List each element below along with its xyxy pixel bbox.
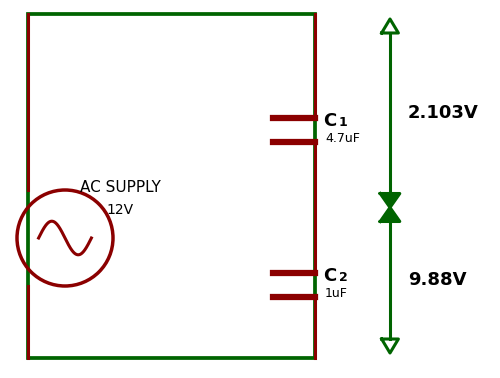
Polygon shape [380, 194, 400, 208]
Text: 9.88V: 9.88V [408, 271, 467, 289]
Text: 12V: 12V [106, 203, 134, 217]
Text: C: C [323, 267, 336, 285]
Text: 1uF: 1uF [325, 287, 348, 300]
Text: C: C [323, 112, 336, 130]
Text: 2.103V: 2.103V [408, 104, 479, 122]
Text: 2: 2 [339, 271, 348, 284]
Text: 1: 1 [339, 116, 348, 129]
Text: 4.7uF: 4.7uF [325, 132, 360, 145]
Polygon shape [380, 208, 400, 222]
Text: AC SUPPLY: AC SUPPLY [80, 181, 160, 195]
